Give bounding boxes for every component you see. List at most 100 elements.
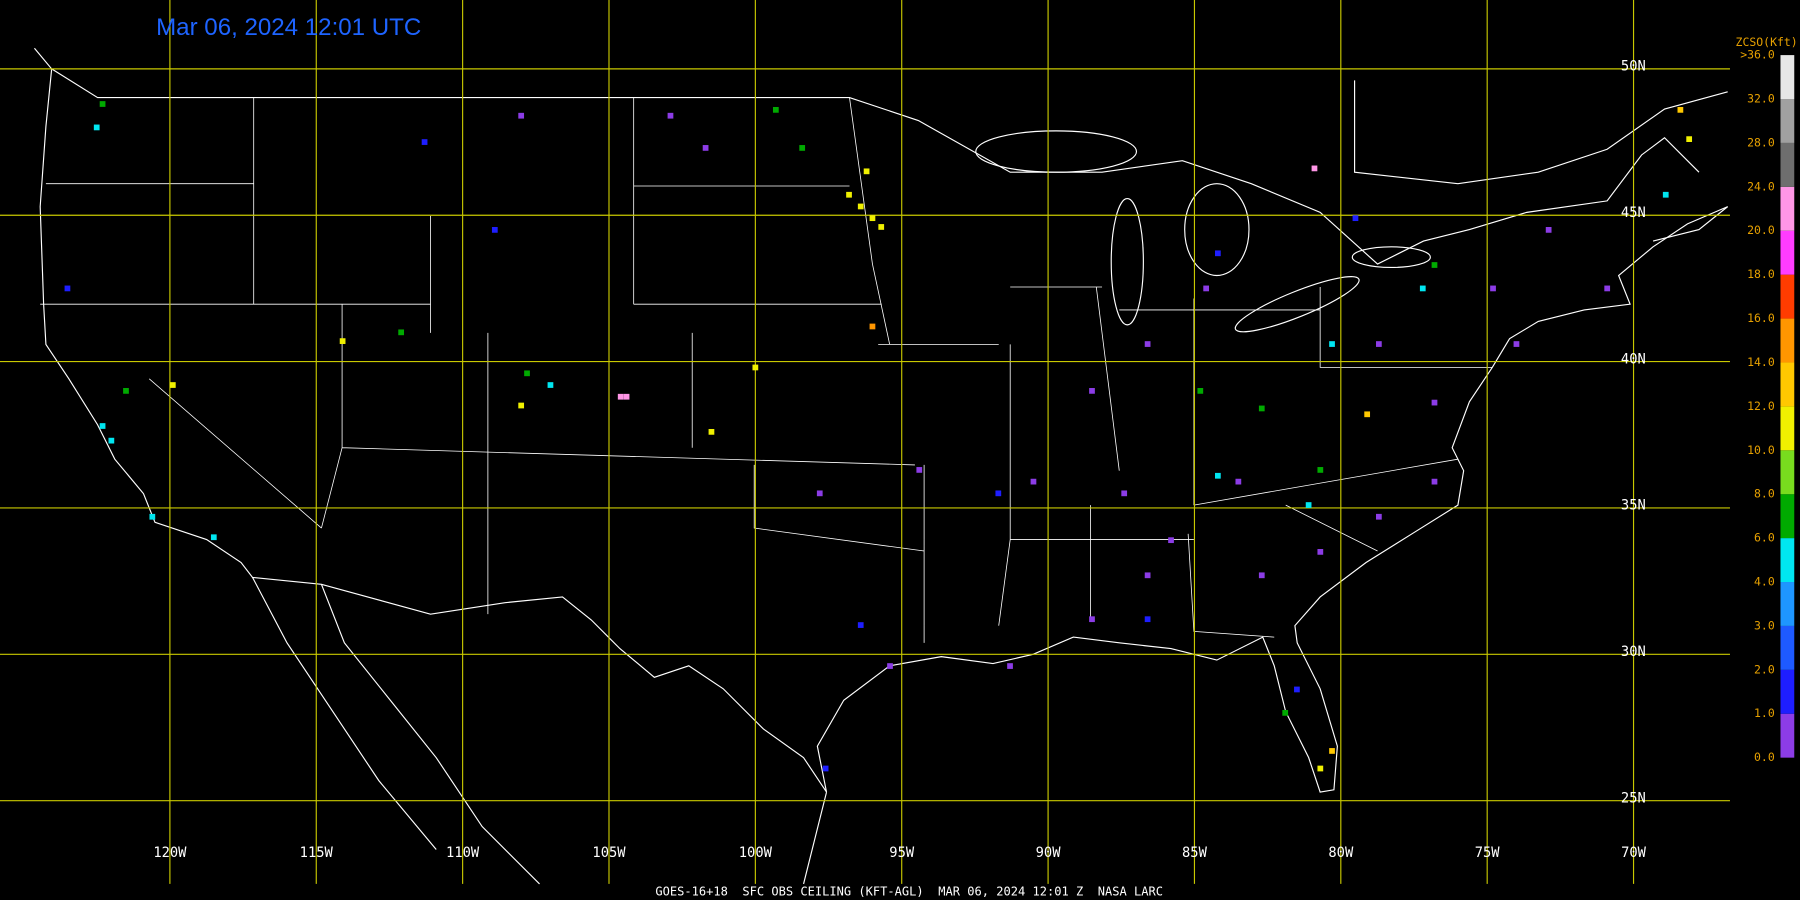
station [617, 393, 624, 400]
station [518, 402, 525, 409]
canada-coast [1354, 80, 1729, 242]
station [1376, 341, 1382, 347]
station [799, 145, 806, 151]
station [878, 224, 885, 230]
station [1686, 136, 1693, 143]
station [64, 285, 71, 292]
station [995, 490, 1002, 497]
station [708, 428, 715, 435]
legend-swatch [1780, 406, 1795, 451]
legend-swatch [1780, 99, 1795, 143]
legend-swatch [1780, 274, 1795, 319]
station [491, 227, 498, 233]
station [1258, 405, 1265, 412]
mexico-coast [252, 577, 828, 885]
lon-label: 105W [592, 845, 626, 861]
legend-label: 14.0 [1747, 355, 1775, 369]
lon-label: 85W [1182, 845, 1208, 861]
station [869, 215, 876, 222]
lon-label: 120W [153, 845, 187, 861]
stations [64, 101, 1693, 772]
station [518, 112, 525, 119]
legend-label: 6.0 [1754, 531, 1775, 545]
legend-label: 18.0 [1747, 267, 1775, 281]
station [1007, 663, 1013, 669]
station [421, 139, 428, 145]
station [857, 622, 864, 628]
station [1144, 341, 1151, 347]
legend-swatch [1780, 494, 1795, 539]
lake-erie [1234, 276, 1360, 333]
station [1419, 285, 1426, 292]
station [887, 663, 893, 669]
legend-swatch [1780, 669, 1795, 714]
station [1329, 748, 1335, 754]
lake-huron [1184, 183, 1250, 277]
lat-label: 50N [1621, 59, 1646, 75]
station [1431, 262, 1438, 268]
lat-label: 45N [1621, 205, 1646, 221]
lake-michigan [1110, 198, 1144, 326]
lon-label: 100W [739, 845, 773, 861]
legend-label: 16.0 [1747, 311, 1775, 325]
lat-label: 35N [1621, 498, 1646, 514]
station [623, 393, 630, 400]
station [667, 112, 674, 119]
station [149, 513, 156, 520]
legend-swatch [1780, 582, 1795, 626]
legend-label: 10.0 [1747, 443, 1775, 457]
lon-label: 110W [446, 845, 480, 861]
lon-label: 70W [1621, 845, 1647, 861]
station [702, 145, 709, 151]
station [869, 323, 876, 330]
station [1235, 478, 1242, 485]
station [1376, 513, 1382, 520]
station [1121, 490, 1128, 497]
legend-label: 28.0 [1747, 135, 1775, 149]
station [1294, 686, 1300, 693]
station [1197, 388, 1204, 394]
lat-label: 30N [1621, 644, 1646, 660]
station [857, 203, 864, 210]
legend: 0.0 1.0 2.0 3.0 4.0 6.0 8.0 10.0 12.0 14.0 16.0 18.… [1736, 35, 1798, 764]
map-title: Mar 06, 2024 12:01 UTC [156, 14, 421, 41]
station [1144, 572, 1151, 579]
station [1258, 572, 1265, 579]
station [1604, 285, 1611, 292]
station [339, 338, 346, 344]
lon-label: 75W [1475, 845, 1501, 861]
legend-label: 32.0 [1747, 92, 1775, 106]
station [547, 382, 554, 388]
legend-swatch [1780, 713, 1795, 758]
legend-swatch [1780, 230, 1795, 275]
station [99, 101, 106, 107]
legend-swatch [1780, 450, 1795, 495]
station [1305, 502, 1312, 508]
station [210, 534, 217, 541]
legend-swatch [1780, 318, 1795, 363]
station [1431, 478, 1438, 485]
station [1168, 537, 1174, 544]
legend-label: 4.0 [1754, 575, 1775, 589]
map-caption: GOES-16+18 SFC OBS CEILING (KFT-AGL) MAR… [655, 884, 1163, 898]
legend-label: 3.0 [1754, 618, 1775, 632]
station [1662, 191, 1669, 198]
station [772, 106, 779, 113]
station [1089, 388, 1095, 394]
legend-label: 12.0 [1747, 399, 1775, 413]
state-lines [40, 97, 1493, 643]
station [1214, 472, 1221, 479]
station [816, 490, 823, 497]
boundaries [33, 47, 1729, 885]
station [1513, 341, 1520, 347]
station [1282, 710, 1289, 716]
station [169, 382, 176, 388]
lake-ontario [1351, 246, 1431, 269]
station [846, 191, 852, 198]
lon-label: 95W [889, 845, 915, 861]
graticule: 120W 115W 110W 105W 100W 95W 90W 85W 80W 75W 70W 50… [0, 0, 1730, 884]
legend-label: 1.0 [1754, 706, 1775, 720]
station [1089, 616, 1095, 623]
station [93, 124, 100, 131]
legend-swatch [1780, 625, 1795, 670]
